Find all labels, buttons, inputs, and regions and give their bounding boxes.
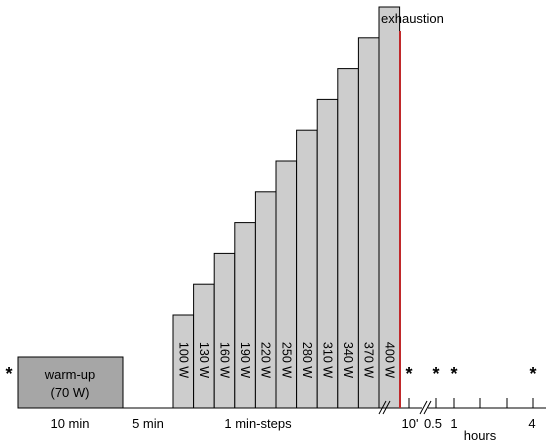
rest-duration-label: 5 min xyxy=(132,416,164,431)
step-label-340w: 340 W xyxy=(341,342,355,378)
steps-label: 1 min-steps xyxy=(224,416,292,431)
sampling-marker-1h: * xyxy=(450,364,457,384)
axis-break-mark xyxy=(419,400,428,415)
warmup-duration-label: 10 min xyxy=(50,416,89,431)
warmup-block xyxy=(17,356,124,409)
axis-break-mark xyxy=(378,400,387,415)
sampling-marker-10min: * xyxy=(405,364,412,384)
tick-label-0.5h: 0.5 xyxy=(424,416,442,431)
tick-label-10min: 10' xyxy=(402,416,419,431)
step-label-220w: 220 W xyxy=(259,342,273,378)
step-label-190w: 190 W xyxy=(238,342,252,378)
step-label-310w: 310 W xyxy=(321,342,335,378)
step-label-160w: 160 W xyxy=(218,342,232,378)
axis-break-mark xyxy=(423,400,432,415)
sampling-marker-0.5h: * xyxy=(432,364,439,384)
step-label-250w: 250 W xyxy=(279,342,293,378)
step-block-190w xyxy=(234,222,256,409)
step-label-370w: 370 W xyxy=(362,342,376,378)
tick-label-4h: 4 xyxy=(528,416,535,431)
step-label-130w: 130 W xyxy=(197,342,211,378)
warmup-power-label: (70 W) xyxy=(51,385,90,400)
exhaustion-label: exhaustion xyxy=(381,11,444,26)
warmup-label: warm-up xyxy=(44,367,96,382)
sampling-marker-baseline: * xyxy=(5,364,12,384)
step-blocks: 100 W 130 W 160 W 190 W 220 W 250 W 280 W 310 W… xyxy=(172,6,401,409)
step-label-280w: 280 W xyxy=(300,342,314,378)
tick-label-1h: 1 xyxy=(450,416,457,431)
step-label-400w: 400 W xyxy=(382,342,396,378)
hours-unit-label: hours xyxy=(464,428,497,442)
sampling-marker-4h: * xyxy=(529,364,536,384)
step-label-100w: 100 W xyxy=(176,342,190,378)
axis-break-mark xyxy=(382,400,391,415)
step-block-160w xyxy=(213,252,236,409)
